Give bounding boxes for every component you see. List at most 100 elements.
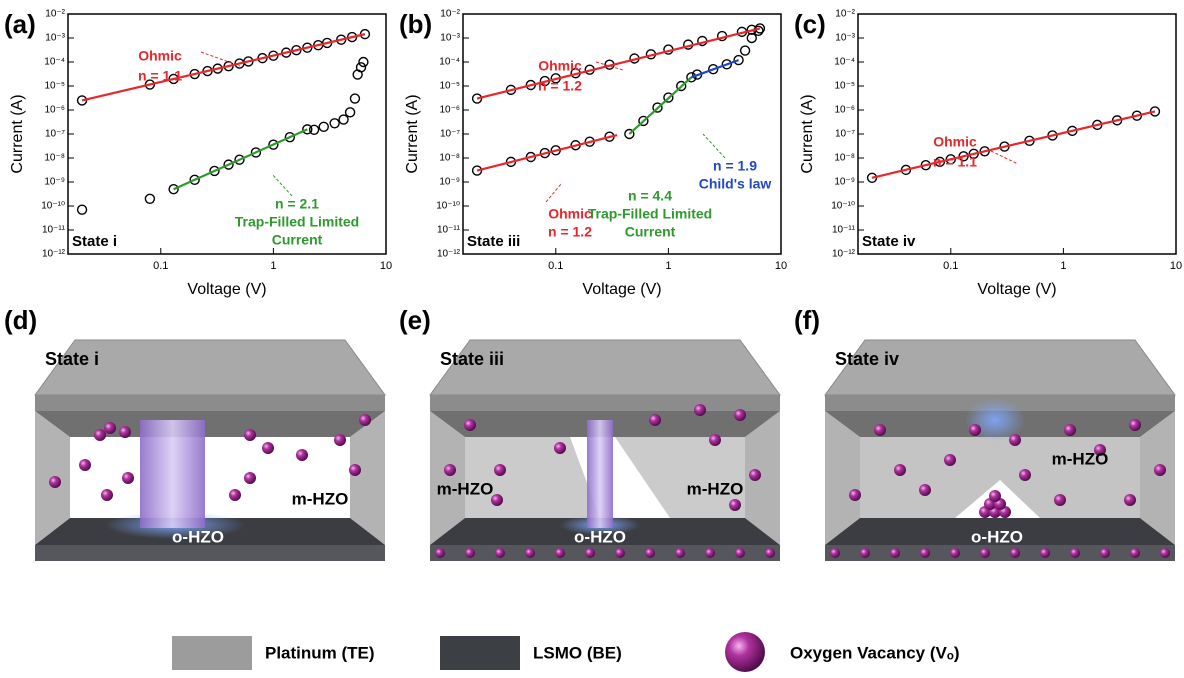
oxygen-vacancy	[615, 548, 625, 558]
conductive-filament	[140, 420, 205, 528]
state-label: State iii	[467, 233, 520, 250]
oxygen-vacancy	[435, 548, 445, 558]
panel-label: (f)	[794, 305, 820, 335]
annotation: n = 1.1	[933, 154, 977, 170]
annotation: Current	[625, 224, 676, 240]
oxygen-vacancy	[1070, 548, 1080, 558]
state-label: State i	[72, 233, 117, 250]
oxygen-vacancy	[525, 548, 535, 558]
x-tick-label: 0.1	[153, 260, 168, 272]
y-tick-label: 10⁻⁹	[834, 177, 855, 188]
annotation: n = 4.4	[628, 188, 672, 204]
y-tick-label: 10⁻⁹	[44, 177, 65, 188]
bottom-electrode-edge	[430, 545, 780, 561]
oxygen-vacancy	[729, 499, 741, 511]
oxygen-vacancy	[244, 429, 256, 441]
fit-line	[629, 77, 691, 134]
legend-swatch	[440, 636, 520, 670]
panel-label: (b)	[399, 9, 432, 39]
bottom-electrode-edge	[825, 545, 1175, 561]
oxygen-vacancy	[244, 472, 256, 484]
oxygen-vacancy	[950, 548, 960, 558]
oxygen-vacancy	[1010, 548, 1020, 558]
y-axis-label: Current (A)	[799, 94, 816, 173]
top-electrode-edge	[430, 395, 780, 411]
data-point	[319, 122, 328, 131]
oxygen-vacancy	[1160, 548, 1170, 558]
y-tick-label: 10⁻⁹	[439, 177, 460, 188]
data-point	[741, 46, 750, 55]
fit-line	[691, 60, 738, 77]
figure: 10⁻¹²10⁻¹¹10⁻¹⁰10⁻⁹10⁻⁸10⁻⁷10⁻⁶10⁻⁵10⁻⁴1…	[0, 0, 1184, 678]
oxygen-vacancy	[709, 434, 721, 446]
y-axis-label: Current (A)	[404, 94, 421, 173]
y-tick-label: 10⁻¹⁰	[41, 201, 65, 212]
oxygen-vacancy	[49, 476, 61, 488]
region-label: m-HZO	[292, 489, 349, 508]
oxygen-vacancy	[296, 449, 308, 461]
y-tick-label: 10⁻¹²	[42, 249, 66, 260]
oxygen-vacancy	[980, 548, 990, 558]
data-point	[145, 194, 154, 203]
y-tick-label: 10⁻³	[835, 33, 855, 44]
oxygen-vacancy	[874, 424, 886, 436]
y-tick-label: 10⁻⁵	[44, 81, 65, 92]
oxygen-vacancy	[894, 464, 906, 476]
y-tick-label: 10⁻⁶	[834, 105, 855, 116]
x-axis-label: Voltage (V)	[582, 281, 661, 298]
x-tick-label: 10	[380, 260, 392, 272]
annotation: Trap-Filled Limited	[588, 206, 712, 222]
annotation: Ohmic	[138, 48, 182, 64]
y-tick-label: 10⁻¹²	[832, 249, 856, 260]
oxygen-vacancy	[464, 419, 476, 431]
oxygen-vacancy	[495, 548, 505, 558]
y-tick-label: 10⁻¹¹	[42, 225, 66, 236]
y-tick-label: 10⁻¹²	[437, 249, 461, 260]
oxygen-vacancy	[735, 548, 745, 558]
oxygen-vacancy	[585, 548, 595, 558]
state-label: State iii	[440, 349, 504, 369]
y-tick-label: 10⁻⁸	[439, 153, 460, 164]
oxygen-vacancy	[1124, 494, 1136, 506]
legend-label: LSMO (BE)	[533, 643, 622, 662]
oxygen-vacancy	[944, 454, 956, 466]
oxygen-vacancy	[1054, 494, 1066, 506]
annotation-leader	[703, 134, 725, 158]
oxygen-vacancy	[919, 484, 931, 496]
oxygen-vacancy	[554, 442, 566, 454]
oxygen-vacancy	[359, 414, 371, 426]
legend-swatch	[172, 636, 252, 670]
data-point	[330, 119, 339, 128]
oxygen-vacancy	[1129, 419, 1141, 431]
annotation: n = 1.2	[548, 224, 592, 240]
data-point	[754, 26, 763, 35]
oxygen-vacancy	[494, 464, 506, 476]
y-tick-label: 10⁻³	[440, 33, 460, 44]
y-tick-label: 10⁻⁷	[440, 129, 460, 140]
x-tick-label: 1	[665, 260, 671, 272]
annotation: Ohmic	[933, 134, 977, 150]
x-tick-label: 0.1	[548, 260, 563, 272]
y-tick-label: 10⁻⁷	[45, 129, 65, 140]
bottom-electrode-edge	[35, 545, 385, 561]
oxygen-vacancy	[830, 548, 840, 558]
fit-line	[82, 34, 365, 100]
oxygen-vacancy	[989, 490, 1001, 502]
oxygen-vacancy	[649, 414, 661, 426]
annotation: Trap-Filled Limited	[235, 214, 359, 230]
y-tick-label: 10⁻⁶	[44, 105, 65, 116]
x-axis-label: Voltage (V)	[187, 281, 266, 298]
annotation: Ohmic	[538, 58, 582, 74]
top-electrode-edge	[35, 395, 385, 411]
oxygen-vacancy	[765, 548, 775, 558]
annotation-leader	[272, 174, 292, 196]
oxygen-vacancy	[675, 548, 685, 558]
oxygen-vacancy	[229, 489, 241, 501]
annotation: n = 2.1	[275, 196, 319, 212]
y-tick-label: 10⁻⁷	[835, 129, 855, 140]
region-label: o-HZO	[971, 527, 1023, 546]
annotation: n = 1.2	[538, 78, 582, 94]
oxygen-vacancy	[849, 489, 861, 501]
oxygen-vacancy	[1009, 434, 1021, 446]
state-label: State iv	[862, 233, 916, 250]
